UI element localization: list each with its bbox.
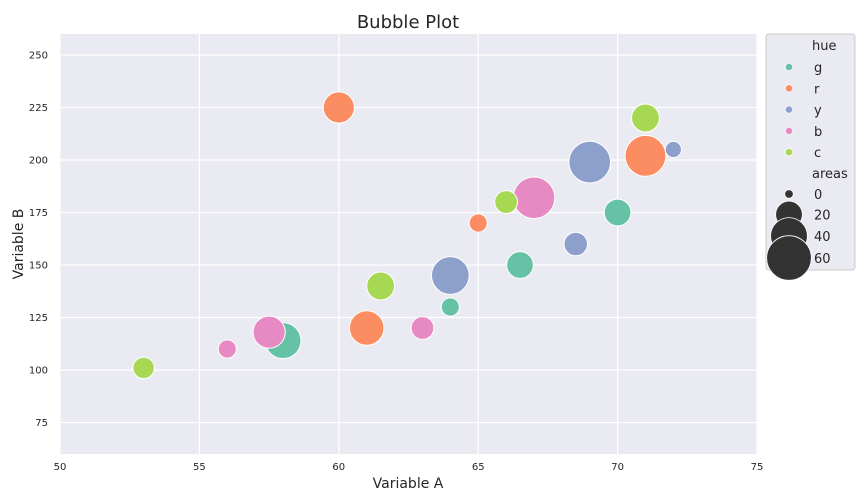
legend-swatch-b bbox=[785, 126, 793, 135]
y-tick-label: 225 bbox=[29, 103, 48, 114]
x-tick-labels: 50 55 60 65 70 75 bbox=[54, 462, 764, 473]
bubble-g bbox=[506, 251, 534, 279]
bubble-r bbox=[624, 134, 667, 177]
chart-title: Bubble Plot bbox=[357, 12, 459, 33]
plot-background bbox=[60, 34, 757, 454]
legend-label-c: c bbox=[814, 146, 821, 161]
y-tick-label: 125 bbox=[29, 313, 48, 324]
x-tick-label: 60 bbox=[332, 462, 345, 473]
x-tick-label: 65 bbox=[472, 462, 485, 473]
legend-size-label: 20 bbox=[814, 209, 831, 224]
bubble-g bbox=[603, 198, 632, 227]
legend-size-marker bbox=[784, 189, 794, 199]
bubble-y bbox=[568, 140, 612, 184]
x-tick-label: 70 bbox=[611, 462, 624, 473]
x-axis-label: Variable A bbox=[373, 476, 444, 492]
bubble-c bbox=[132, 356, 155, 380]
bubble-b bbox=[217, 339, 237, 359]
legend-swatch-c bbox=[785, 148, 793, 157]
bubble-g bbox=[440, 297, 460, 317]
legend-label-y: y bbox=[814, 104, 822, 119]
legend-size-label: 40 bbox=[814, 230, 831, 245]
bubble-c bbox=[366, 271, 396, 301]
y-tick-label: 150 bbox=[29, 261, 48, 272]
bubble-y bbox=[664, 140, 683, 159]
bubble-b bbox=[512, 176, 556, 220]
legend-size-label: 60 bbox=[814, 252, 831, 267]
bubble-y bbox=[563, 231, 589, 257]
bubble-r bbox=[348, 310, 385, 346]
bubble-y bbox=[430, 256, 470, 295]
x-tick-label: 75 bbox=[751, 462, 764, 473]
legend-swatch-g bbox=[785, 63, 793, 71]
y-tick-label: 100 bbox=[29, 366, 48, 377]
x-tick-label: 55 bbox=[193, 462, 206, 473]
bubble-r bbox=[468, 213, 488, 233]
legend-hue-title: hue bbox=[812, 39, 836, 54]
bubble-c bbox=[631, 103, 660, 133]
legend-size-title: areas bbox=[812, 167, 848, 182]
bubble-b bbox=[410, 316, 435, 340]
data-points bbox=[132, 91, 683, 380]
legend-size-entries: 0 20 40 60 bbox=[766, 188, 831, 281]
legend-label-g: g bbox=[814, 61, 822, 76]
y-axis-label: Variable B bbox=[11, 209, 27, 280]
bubble-c bbox=[494, 190, 519, 214]
x-tick-label: 50 bbox=[54, 462, 67, 473]
bubble-b bbox=[252, 315, 286, 349]
legend-size-label: 0 bbox=[814, 188, 822, 203]
legend-label-b: b bbox=[814, 125, 822, 140]
legend-swatch-r bbox=[785, 84, 793, 93]
legend-size-marker bbox=[766, 235, 812, 281]
y-tick-labels: 75 100 125 150 175 200 225 250 bbox=[29, 51, 48, 430]
y-tick-label: 250 bbox=[29, 51, 48, 62]
y-tick-label: 75 bbox=[35, 418, 48, 429]
legend-swatch-y bbox=[785, 105, 793, 114]
legend-label-r: r bbox=[814, 82, 820, 97]
y-tick-label: 200 bbox=[29, 156, 48, 167]
y-tick-label: 175 bbox=[29, 208, 48, 219]
bubble-r bbox=[322, 91, 355, 124]
